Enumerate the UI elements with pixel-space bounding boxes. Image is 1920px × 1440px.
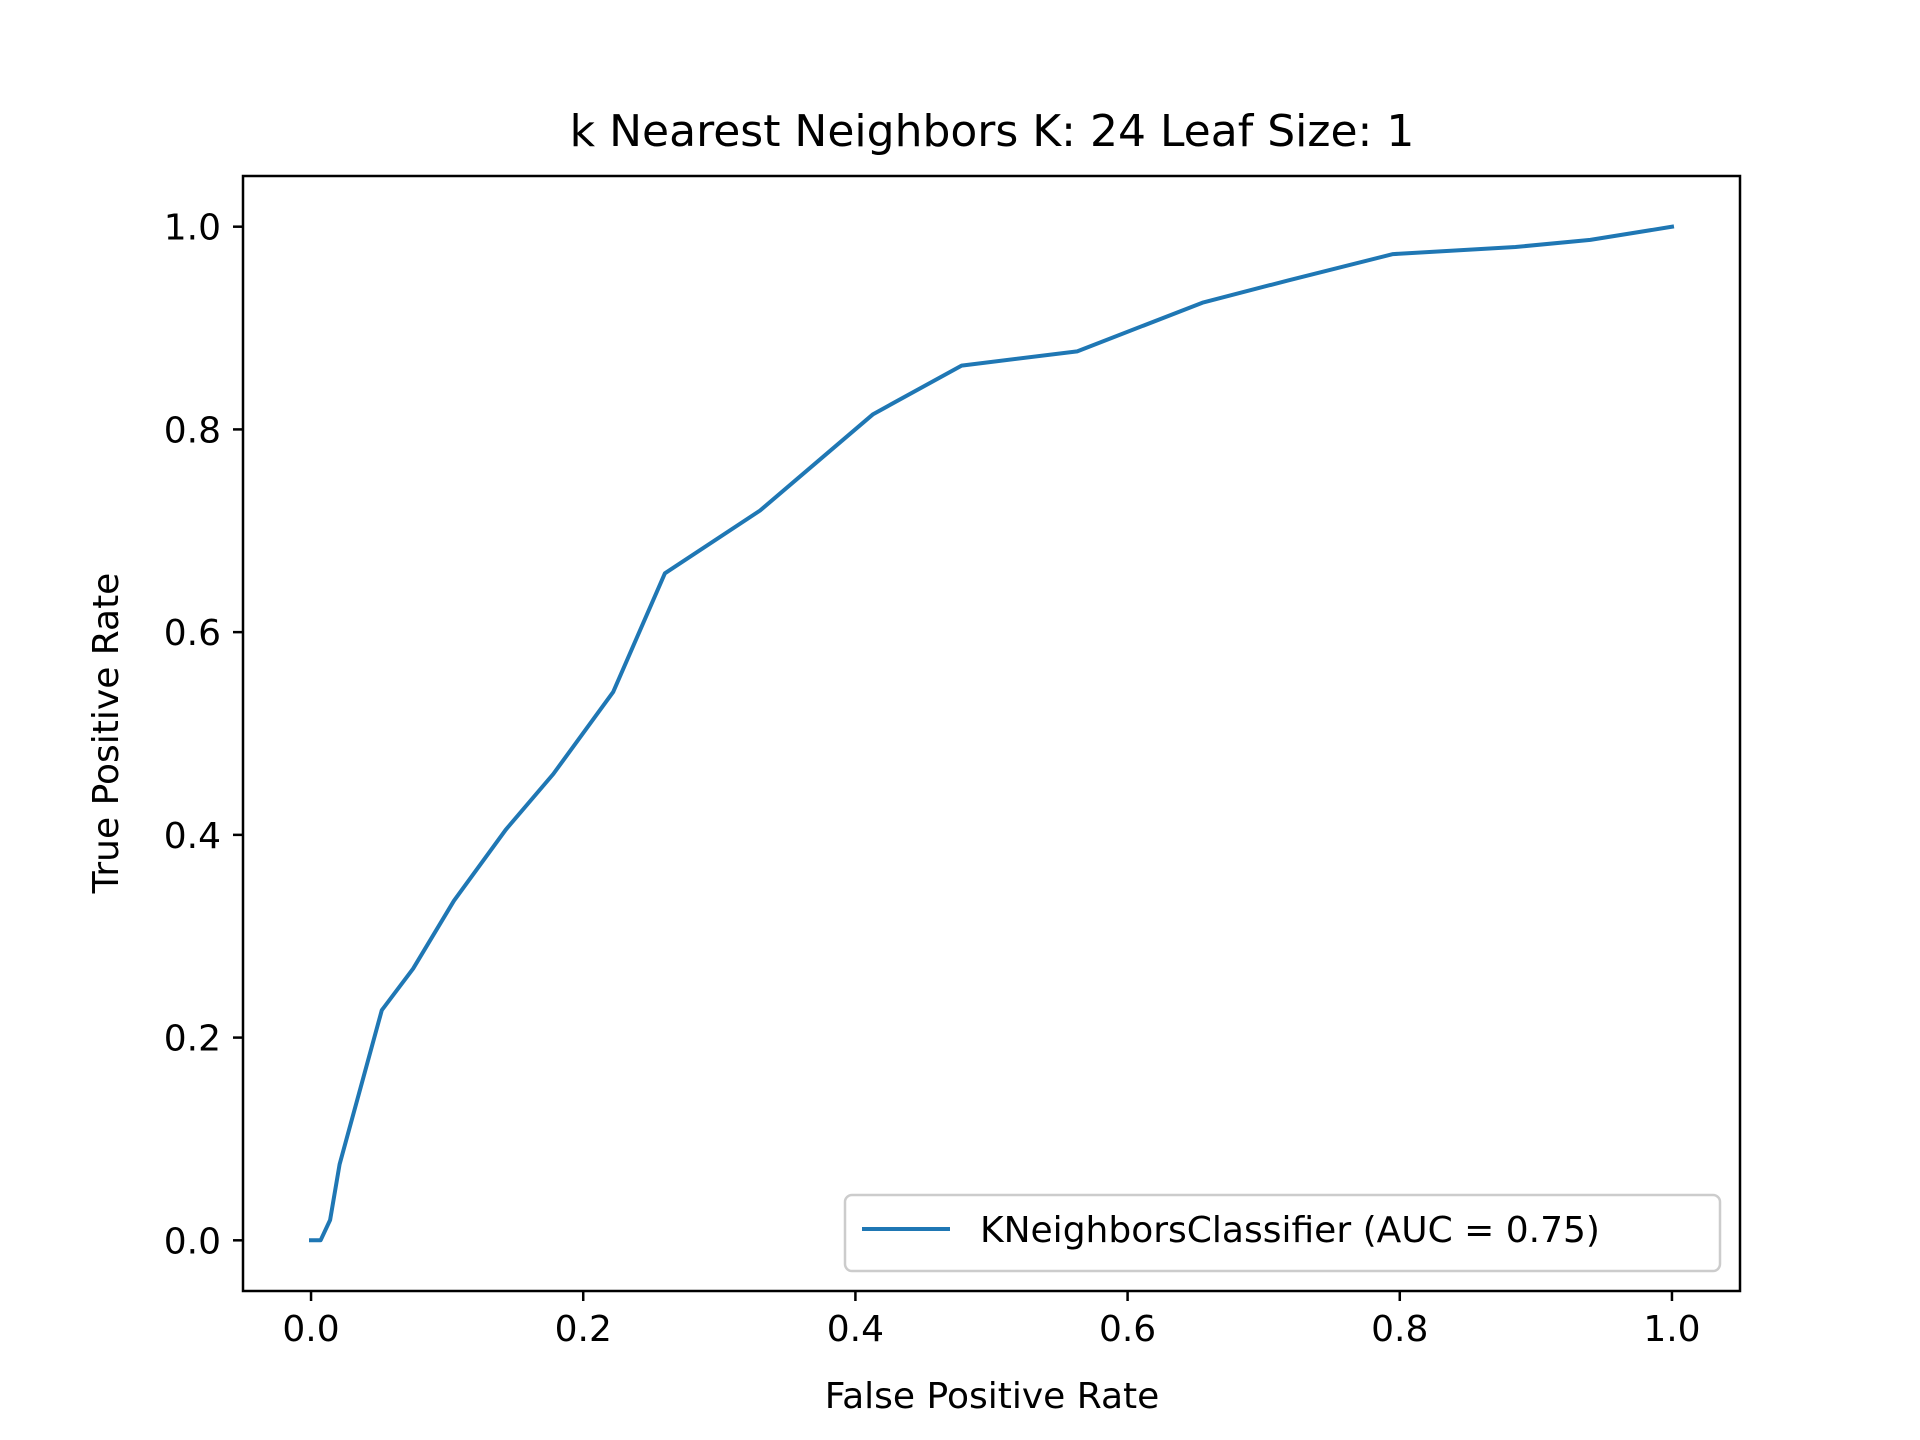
y-axis-ticks: 0.0 0.2 0.4 0.6 0.8 1.0 <box>164 208 243 1262</box>
y-tick-label: 0.2 <box>164 1019 221 1060</box>
chart-title: k Nearest Neighbors K: 24 Leaf Size: 1 <box>570 106 1415 157</box>
x-tick-label: 0.8 <box>1371 1309 1428 1350</box>
y-tick-label: 0.6 <box>164 613 221 654</box>
x-axis-label: False Positive Rate <box>825 1376 1160 1417</box>
y-tick-label: 1.0 <box>164 208 221 249</box>
x-tick-label: 0.4 <box>827 1309 884 1350</box>
y-axis-label: True Positive Rate <box>86 573 127 895</box>
legend-box <box>843 1193 1722 1273</box>
x-tick-label: 0.6 <box>1099 1309 1156 1350</box>
x-tick-label: 0.0 <box>282 1309 339 1350</box>
legend: KNeighborsClassifier (AUC = 0.75) <box>843 1193 1722 1273</box>
x-tick-label: 1.0 <box>1643 1309 1700 1350</box>
y-tick-label: 0.4 <box>164 816 221 857</box>
series-layer <box>309 224 1675 1243</box>
y-tick-label: 0.8 <box>164 410 221 451</box>
plot-area-frame <box>241 174 1742 1293</box>
x-tick-label: 0.2 <box>555 1309 612 1350</box>
y-tick-label: 0.0 <box>164 1221 221 1262</box>
series-line-0 <box>309 224 1675 1243</box>
legend-entry-label: KNeighborsClassifier (AUC = 0.75) <box>980 1210 1600 1251</box>
x-axis-ticks: 0.0 0.2 0.4 0.6 0.8 1.0 <box>282 1291 1701 1350</box>
